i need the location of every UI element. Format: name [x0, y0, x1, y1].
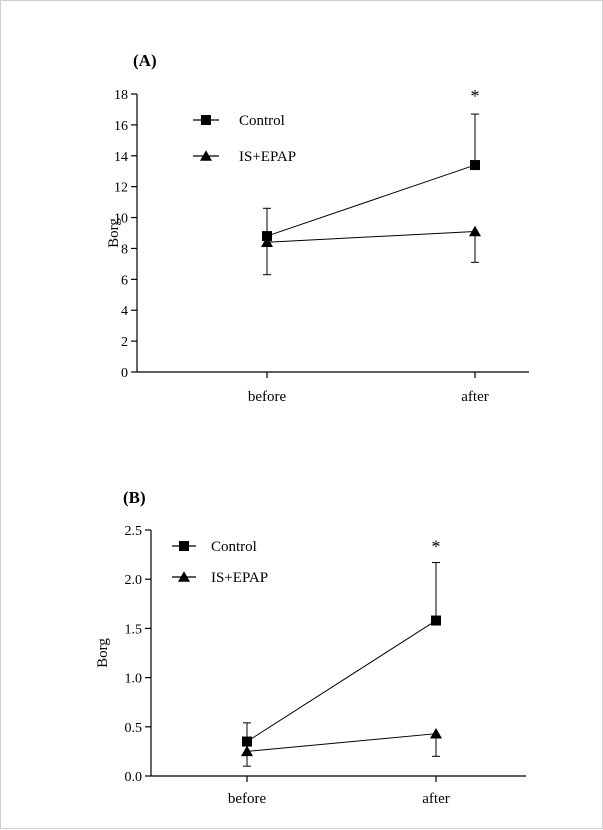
series-line-is-epap — [266, 230, 476, 243]
y-axis-label: Borg — [106, 218, 122, 248]
legend-label: IS+EPAP — [239, 149, 296, 165]
series-line-is-epap — [246, 733, 437, 752]
series-line-control — [266, 164, 476, 237]
y-tick-label: 10 — [114, 212, 128, 227]
x-tick-label: before — [228, 791, 267, 807]
x-tick-label: after — [461, 389, 488, 405]
legend-marker-square — [179, 541, 189, 551]
panel-label: (B) — [123, 488, 146, 507]
data-point-triangle — [430, 727, 442, 739]
y-tick-label: 8 — [121, 242, 128, 257]
legend-label: Control — [239, 113, 285, 129]
data-point-triangle — [241, 745, 253, 757]
y-tick-label: 0.5 — [125, 721, 143, 736]
data-point-square — [262, 231, 272, 242]
significance-star: * — [432, 536, 441, 556]
y-tick-label: 2.0 — [125, 573, 143, 588]
data-point-square — [242, 736, 252, 747]
data-point-triangle — [261, 236, 273, 248]
data-point-square — [470, 160, 480, 171]
significance-star: * — [471, 86, 480, 106]
legend-label: IS+EPAP — [211, 570, 268, 586]
y-tick-label: 4 — [121, 304, 128, 319]
y-tick-label: 12 — [114, 181, 128, 196]
y-tick-label: 14 — [114, 150, 128, 165]
y-tick-label: 0 — [121, 366, 128, 381]
y-tick-label: 6 — [121, 273, 128, 288]
data-point-square — [431, 615, 441, 626]
x-tick-label: after — [422, 791, 449, 807]
y-tick-label: 0.0 — [125, 770, 143, 785]
y-tick-label: 1.5 — [125, 622, 143, 637]
legend-label: Control — [211, 539, 257, 555]
y-tick-label: 2.5 — [125, 524, 143, 539]
legend-marker-triangle — [200, 150, 212, 161]
x-tick-label: before — [248, 389, 287, 405]
y-tick-label: 1.0 — [125, 672, 143, 687]
series-line-control — [246, 620, 437, 742]
legend-marker-square — [201, 115, 211, 125]
data-point-triangle — [469, 225, 481, 237]
y-tick-label: 2 — [121, 335, 128, 350]
panel-label: (A) — [133, 51, 157, 70]
y-axis-label: Borg — [95, 638, 111, 668]
y-tick-label: 16 — [114, 119, 128, 134]
legend-marker-triangle — [178, 571, 190, 582]
y-tick-label: 18 — [114, 88, 128, 103]
